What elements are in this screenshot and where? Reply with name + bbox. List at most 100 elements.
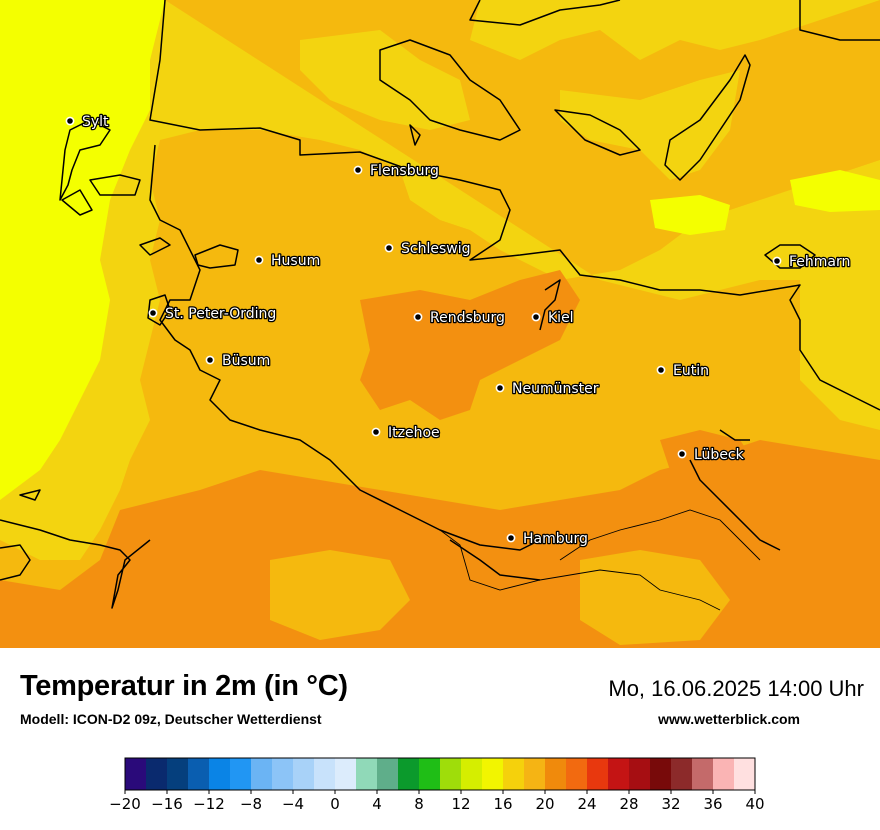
land-zone-18-patch-south xyxy=(270,550,410,640)
city-label: Husum xyxy=(271,253,320,269)
city-dot xyxy=(506,533,516,543)
colorbar-swatch xyxy=(209,758,231,790)
city-label: Sylt xyxy=(82,114,109,130)
city-dot xyxy=(531,312,541,322)
coastlines xyxy=(0,0,880,609)
colorbar-swatch xyxy=(629,758,651,790)
city-dot xyxy=(254,255,264,265)
land-zone-20-inland xyxy=(360,270,580,420)
city-label: Eutin xyxy=(673,363,709,379)
colorbar-tick-label: −8 xyxy=(240,795,262,813)
city-dot xyxy=(495,383,505,393)
colorbar-tick-label: −16 xyxy=(151,795,183,813)
city-dot xyxy=(656,365,666,375)
city-label: Lübeck xyxy=(694,447,745,463)
colorbar-tick-label: 40 xyxy=(745,795,764,813)
city-dot xyxy=(384,243,394,253)
colorbar-tick-label: −4 xyxy=(282,795,304,813)
city-l-beck: Lübeck xyxy=(677,446,746,464)
colorbar-tick-label: 28 xyxy=(619,795,638,813)
colorbar-swatch xyxy=(482,758,504,790)
city-label: Flensburg xyxy=(370,163,439,179)
colorbar-tick-label: 20 xyxy=(535,795,554,813)
city-rendsburg: Rendsburg xyxy=(413,309,506,327)
map-subtitle: Modell: ICON-D2 09z, Deutscher Wetterdie… xyxy=(20,711,322,727)
city-dot xyxy=(353,165,363,175)
colorbar-swatch xyxy=(272,758,294,790)
colorbar-tick-label: 36 xyxy=(703,795,722,813)
land-zone-16-islands xyxy=(560,70,740,180)
city-eutin: Eutin xyxy=(656,362,710,380)
forecast-datetime: Mo, 16.06.2025 14:00 Uhr xyxy=(608,676,864,701)
city-fehmarn: Fehmarn xyxy=(772,253,852,271)
city-neum-nster: Neumünster xyxy=(495,380,600,398)
colorbar-tick-label: 16 xyxy=(493,795,512,813)
colorbar-swatch xyxy=(734,758,756,790)
colorbar-tick-label: −12 xyxy=(193,795,225,813)
sea-yellow-spot xyxy=(650,195,730,235)
colorbar-swatch xyxy=(461,758,483,790)
city-label: Schleswig xyxy=(401,241,470,257)
colorbar-swatch xyxy=(566,758,588,790)
colorbar-swatch xyxy=(398,758,420,790)
city-dot xyxy=(772,256,782,266)
land-zone-18-patch-se xyxy=(580,550,730,645)
colorbar-swatch xyxy=(335,758,357,790)
city-flensburg: Flensburg xyxy=(353,162,440,180)
city-markers: Sylt Flensburg Schleswig Husum Fehmarn St. Pe… xyxy=(65,113,852,548)
website-link[interactable]: www.wetterblick.com xyxy=(658,711,800,727)
city-husum: Husum xyxy=(254,252,322,270)
colorbar-swatch xyxy=(419,758,441,790)
city-label: Fehmarn xyxy=(789,254,850,270)
city-label: Kiel xyxy=(548,310,574,326)
colorbar-swatch xyxy=(125,758,147,790)
colorbar-swatch xyxy=(230,758,252,790)
city-dot xyxy=(148,308,158,318)
colorbar-swatch xyxy=(377,758,399,790)
city-kiel: Kiel xyxy=(531,309,575,327)
colorbar-swatch xyxy=(587,758,609,790)
city-label: Rendsburg xyxy=(430,310,505,326)
colorbar-swatch xyxy=(671,758,693,790)
colorbar-tick-label: 4 xyxy=(372,795,382,813)
colorbar-tick-label: −20 xyxy=(109,795,141,813)
city-itzehoe: Itzehoe xyxy=(371,424,441,442)
city-hamburg: Hamburg xyxy=(506,530,589,548)
city-b-sum: Büsum xyxy=(205,352,272,370)
city-dot xyxy=(65,116,75,126)
city-dot xyxy=(677,449,687,459)
colorbar-swatch xyxy=(713,758,735,790)
city-label: Neumünster xyxy=(512,381,599,397)
colorbar-swatch xyxy=(146,758,168,790)
colorbar-tick-label: 12 xyxy=(451,795,470,813)
city-label: Itzehoe xyxy=(388,425,440,441)
colorbar-swatch xyxy=(545,758,567,790)
colorbar-tick-label: 8 xyxy=(414,795,424,813)
colorbar-tick-label: 32 xyxy=(661,795,680,813)
colorbar-swatch xyxy=(251,758,273,790)
colorbar-swatch xyxy=(503,758,525,790)
colorbar-tick-label: 0 xyxy=(330,795,340,813)
sea-yellow-zone xyxy=(0,0,165,500)
city-dot xyxy=(205,355,215,365)
colorbar-swatch xyxy=(167,758,189,790)
city-label: Hamburg xyxy=(523,531,588,547)
colorbar-swatch xyxy=(188,758,210,790)
colorbar-tick-label: 24 xyxy=(577,795,596,813)
map-footer: Temperatur in 2m (in °C) Modell: ICON-D2… xyxy=(0,648,880,830)
state-borders xyxy=(439,509,761,611)
colorbar-swatch xyxy=(524,758,546,790)
city-dot xyxy=(413,312,423,322)
colorbar-border xyxy=(124,757,756,791)
land-zone-20-east xyxy=(660,430,760,490)
sea-yellow-spot-east xyxy=(790,170,880,212)
colorbar-swatch xyxy=(314,758,336,790)
colorbar-swatch xyxy=(650,758,672,790)
temperature-colorbar: −20 −16 −12 −8 −4 0 4 8 12 16 20 24 28 32 36 40 xyxy=(109,757,765,813)
city-st-peter-ording: St. Peter-Ording xyxy=(148,305,278,323)
colorbar-swatch xyxy=(608,758,630,790)
land-zone-16-north xyxy=(300,30,470,130)
city-label: Büsum xyxy=(222,353,270,369)
city-dot xyxy=(371,427,381,437)
city-schleswig: Schleswig xyxy=(384,240,472,258)
